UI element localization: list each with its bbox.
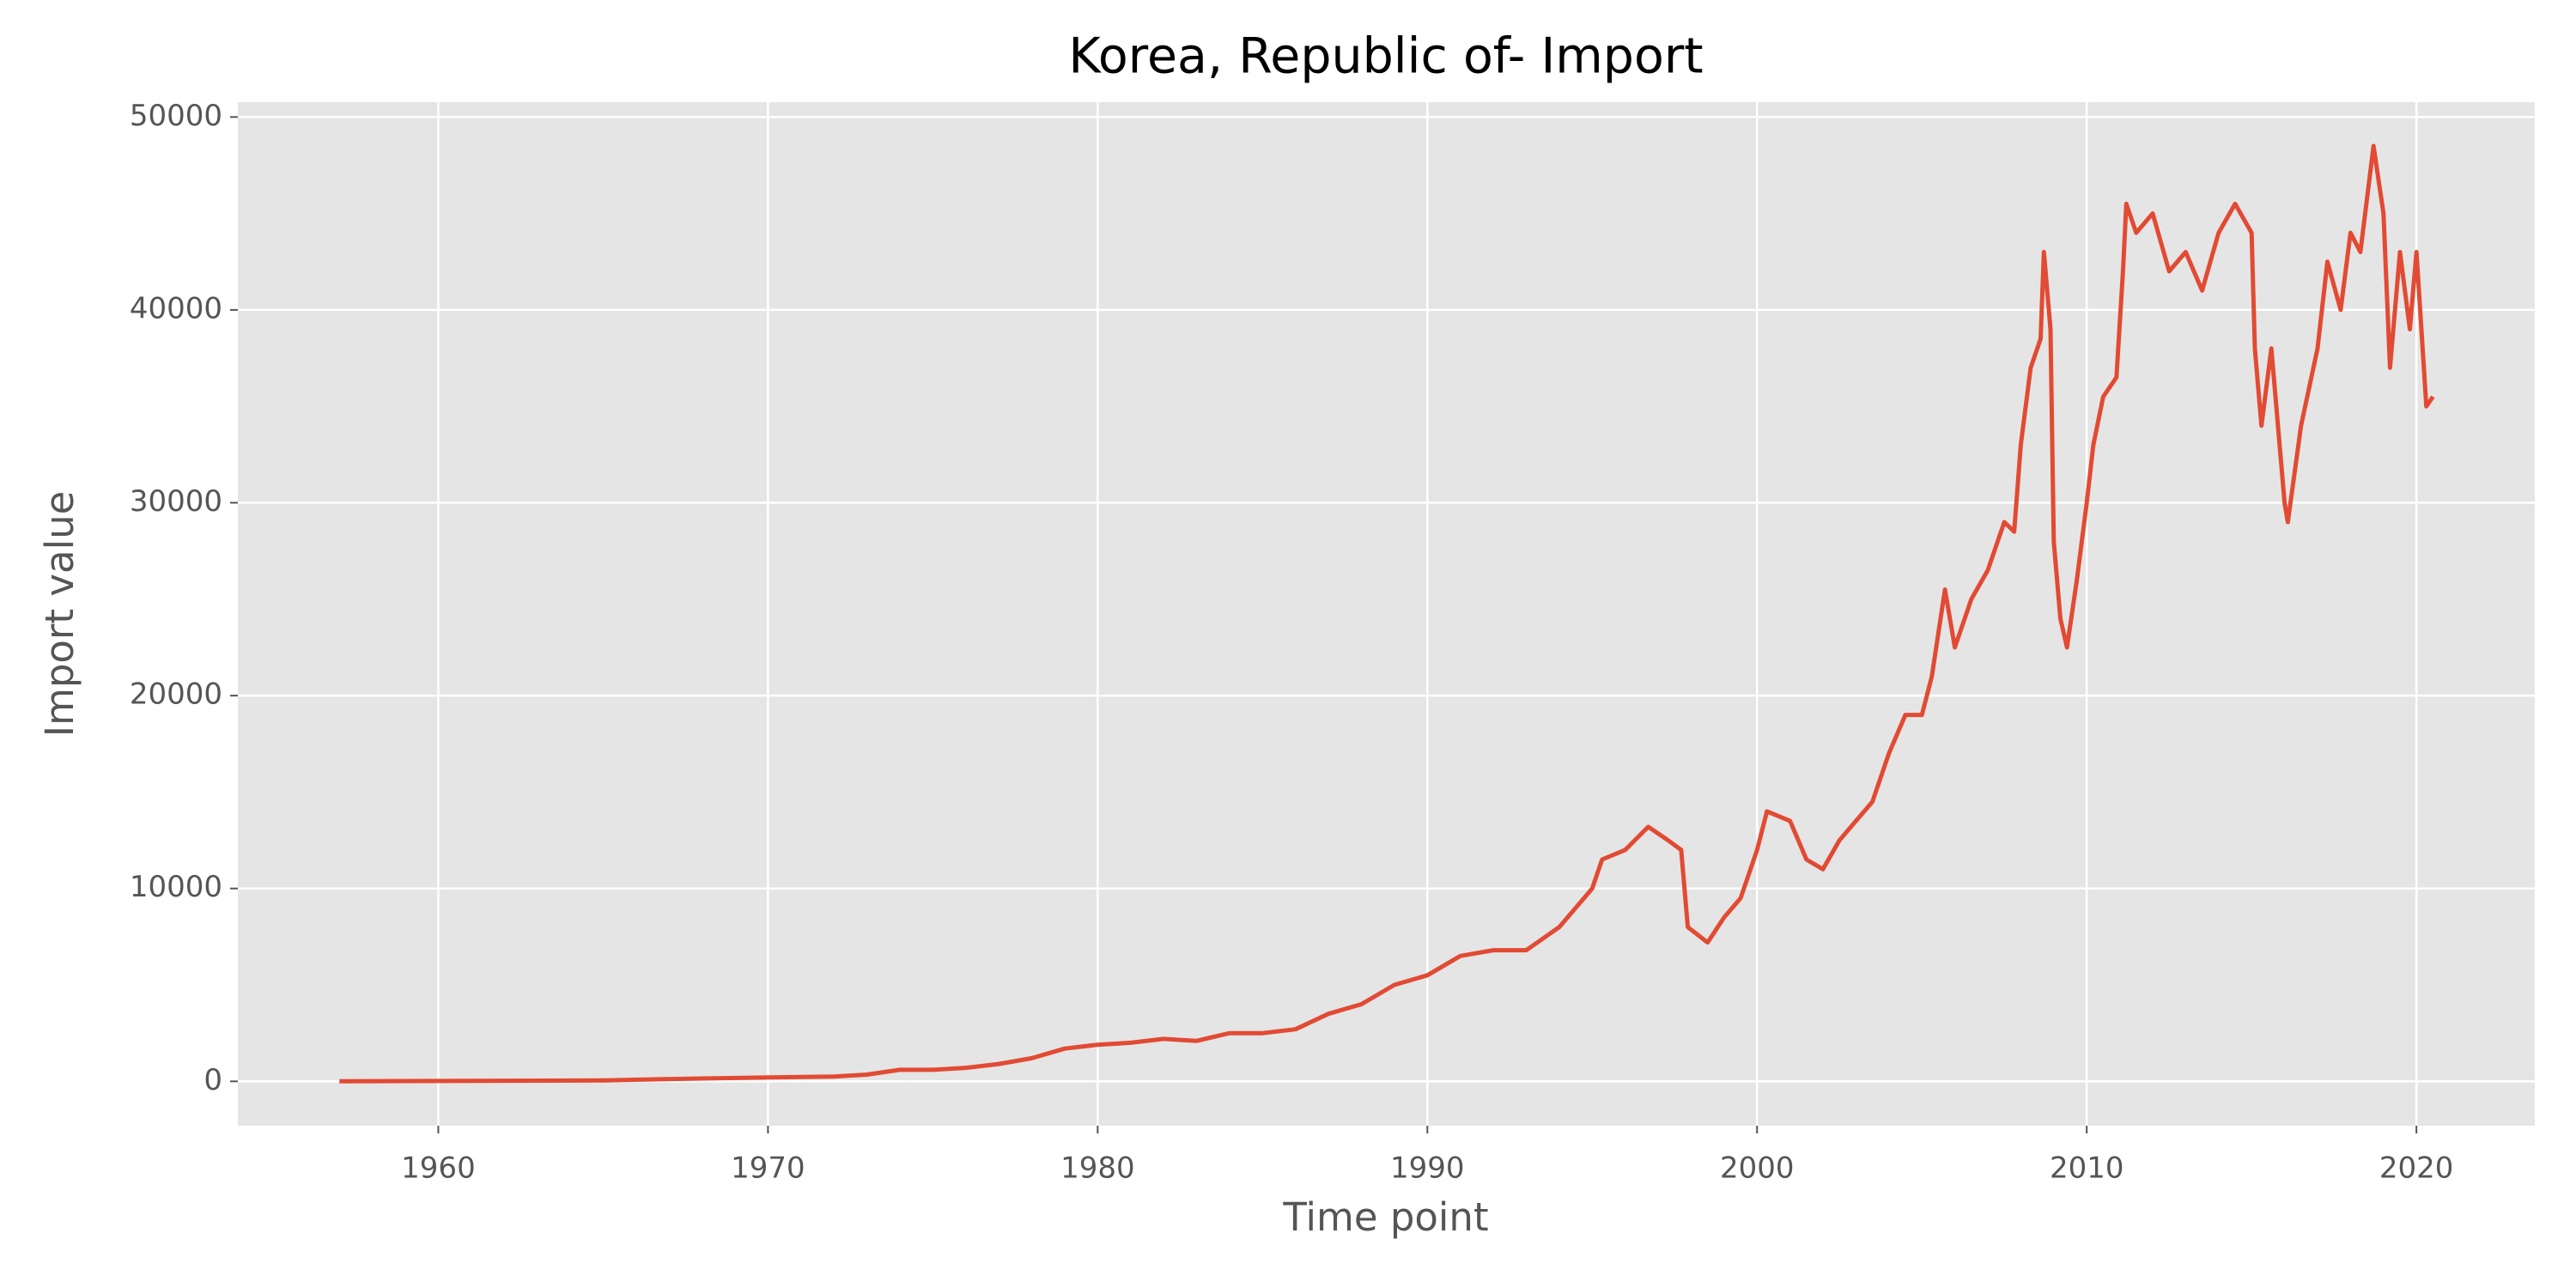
y-axis-label: Import value <box>37 491 82 738</box>
x-tick-label: 1960 <box>401 1151 476 1186</box>
plot-background <box>238 102 2535 1126</box>
y-tick-label: 20000 <box>130 677 222 712</box>
x-tick-label: 2010 <box>2050 1151 2124 1186</box>
x-axis-label: Time point <box>1282 1194 1488 1240</box>
y-tick-label: 50000 <box>130 99 222 133</box>
data-line <box>339 143 2435 1084</box>
x-tick-label: 2000 <box>1720 1151 1795 1186</box>
y-tick-label: 40000 <box>130 291 222 325</box>
y-tick-label: 30000 <box>130 484 222 519</box>
y-tick-label: 10000 <box>130 870 222 904</box>
x-tick-label: 1990 <box>1390 1151 1465 1186</box>
x-tick-label: 2020 <box>2379 1151 2454 1186</box>
y-tick-label: 0 <box>204 1063 222 1097</box>
x-tick-label: 1980 <box>1060 1151 1135 1186</box>
chart-title: Korea, Republic of- Import <box>1068 28 1703 85</box>
x-tick-label: 1970 <box>731 1151 805 1186</box>
